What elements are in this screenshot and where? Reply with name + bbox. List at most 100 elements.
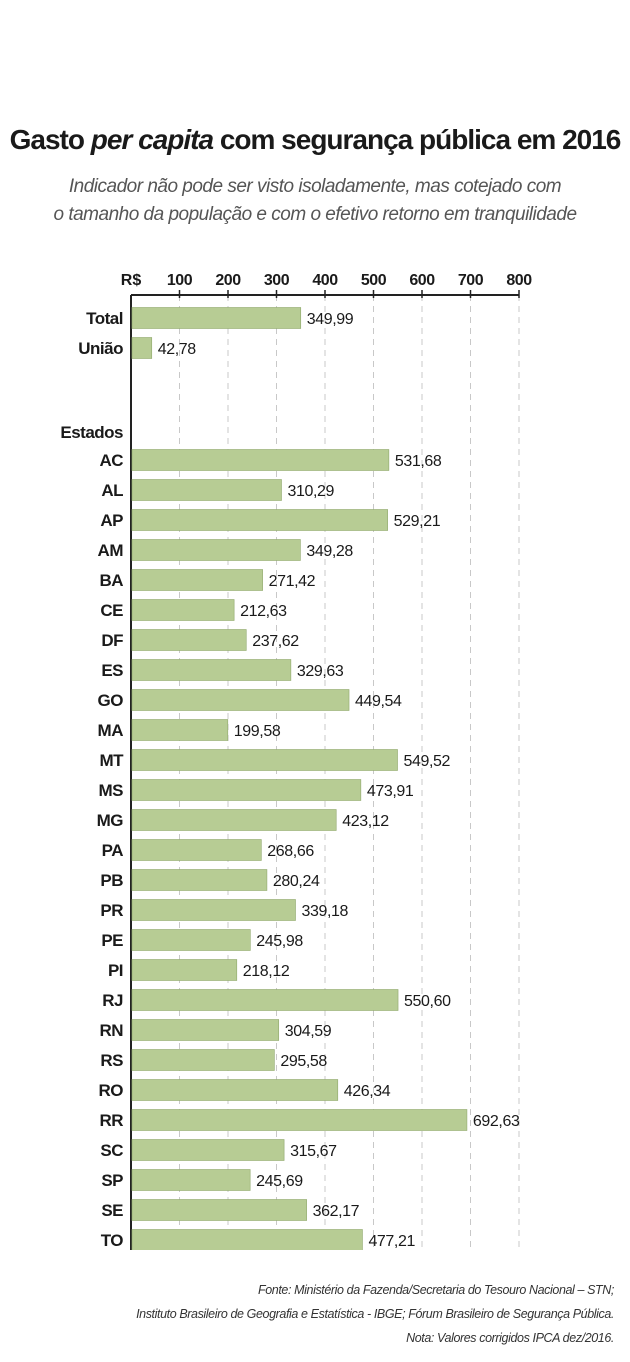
category-label: MG (97, 811, 124, 830)
value-label: 426,34 (344, 1083, 391, 1100)
category-label: RJ (102, 991, 123, 1010)
bar (131, 659, 292, 681)
value-label: 310,29 (287, 483, 334, 500)
value-label: 218,12 (243, 963, 290, 980)
value-label: 199,58 (234, 723, 281, 740)
category-label: PB (100, 871, 123, 890)
bar (131, 929, 251, 951)
category-label: AL (101, 481, 123, 500)
category-label: RR (99, 1111, 123, 1130)
value-label: 268,66 (267, 843, 314, 860)
category-label: TO (101, 1231, 124, 1250)
value-label: 315,67 (290, 1143, 337, 1160)
value-label: 295,58 (280, 1053, 327, 1070)
category-label: CE (100, 601, 123, 620)
value-label: 423,12 (342, 813, 389, 830)
x-tick-label: 800 (506, 272, 532, 289)
bar (131, 719, 229, 741)
bar (131, 749, 398, 771)
bar (131, 1079, 339, 1101)
x-tick-label: 200 (215, 272, 241, 289)
value-label: 550,60 (404, 993, 451, 1010)
category-label: RO (99, 1081, 124, 1100)
bar (131, 899, 296, 921)
value-label: 362,17 (313, 1203, 360, 1220)
value-label: 271,42 (269, 573, 316, 590)
chart-title: Gasto per capita com segurança pública e… (0, 124, 630, 156)
bar (131, 307, 302, 329)
category-label: SC (100, 1141, 123, 1160)
bar (131, 1019, 280, 1041)
bar (131, 449, 390, 471)
value-label: 42,78 (158, 341, 197, 358)
x-tick-label: 100 (167, 272, 193, 289)
category-label: PA (102, 841, 124, 860)
category-label: SE (101, 1201, 123, 1220)
category-label: GO (98, 691, 124, 710)
value-label: 531,68 (395, 453, 442, 470)
category-label: PR (100, 901, 123, 920)
value-label: 349,28 (306, 543, 353, 560)
value-label: 329,63 (297, 663, 344, 680)
bar (131, 1229, 363, 1250)
category-label: AP (100, 511, 123, 530)
value-label: 212,63 (240, 603, 287, 620)
value-label: 349,99 (307, 311, 354, 328)
category-label: DF (101, 631, 123, 650)
chart-title-emphasis: per capita (90, 124, 214, 155)
value-label: 449,54 (355, 693, 402, 710)
bar (131, 1109, 468, 1131)
category-label: MA (98, 721, 124, 740)
bar (131, 599, 235, 621)
chart-subtitle-line-1: Indicador não pode ser visto isoladament… (68, 176, 562, 197)
bar-chart: 100 200 300 400 500 600 700 800 R$ Estados Total 34… (60, 272, 533, 1250)
category-label: PE (101, 931, 123, 950)
value-label: 304,59 (285, 1023, 332, 1040)
category-label: ES (101, 661, 123, 680)
footer-source-line-2: Instituto Brasileiro de Geografia e Esta… (136, 1307, 614, 1321)
x-tick-label: 400 (312, 272, 338, 289)
category-label: SP (101, 1171, 123, 1190)
category-label: MS (99, 781, 124, 800)
value-label: 549,52 (404, 753, 451, 770)
chart-title-pre: Gasto (9, 124, 91, 155)
bar (131, 479, 282, 501)
category-label: RS (100, 1051, 123, 1070)
value-label: 473,91 (367, 783, 414, 800)
bar (131, 809, 337, 831)
value-label: 280,24 (273, 873, 320, 890)
bar (131, 869, 268, 891)
bar (131, 1049, 275, 1071)
x-tick-label: 700 (458, 272, 484, 289)
footer-note: Nota: Valores corrigidos IPCA dez/2016. (406, 1331, 614, 1345)
bar (131, 959, 238, 981)
value-label: 692,63 (473, 1113, 520, 1130)
category-label: MT (99, 751, 124, 770)
chart-title-post: com segurança pública em 2016 (213, 124, 622, 155)
category-label: PI (108, 961, 123, 980)
value-label: 339,18 (302, 903, 349, 920)
x-tick-label: 300 (264, 272, 290, 289)
bar (131, 629, 247, 651)
bar (131, 569, 263, 591)
bar (131, 839, 262, 861)
bar (131, 989, 399, 1011)
category-label: AC (99, 451, 123, 470)
value-label: 477,21 (368, 1233, 415, 1250)
bar (131, 539, 301, 561)
bar (131, 1169, 251, 1191)
bar (131, 689, 350, 711)
x-tick-label: 500 (361, 272, 387, 289)
footer-source-line-1: Fonte: Ministério da Fazenda/Secretaria … (258, 1283, 614, 1297)
bar (131, 1199, 307, 1221)
category-label: União (78, 339, 123, 358)
chart-subtitle-line-2: o tamanho da população e com o efetivo r… (53, 204, 577, 225)
bar (131, 779, 362, 801)
category-label: BA (99, 571, 123, 590)
value-label: 245,69 (256, 1173, 303, 1190)
value-label: 237,62 (252, 633, 299, 650)
value-label: 245,98 (256, 933, 303, 950)
value-label: 529,21 (394, 513, 441, 530)
bar (131, 1139, 285, 1161)
category-label: Total (86, 309, 123, 328)
